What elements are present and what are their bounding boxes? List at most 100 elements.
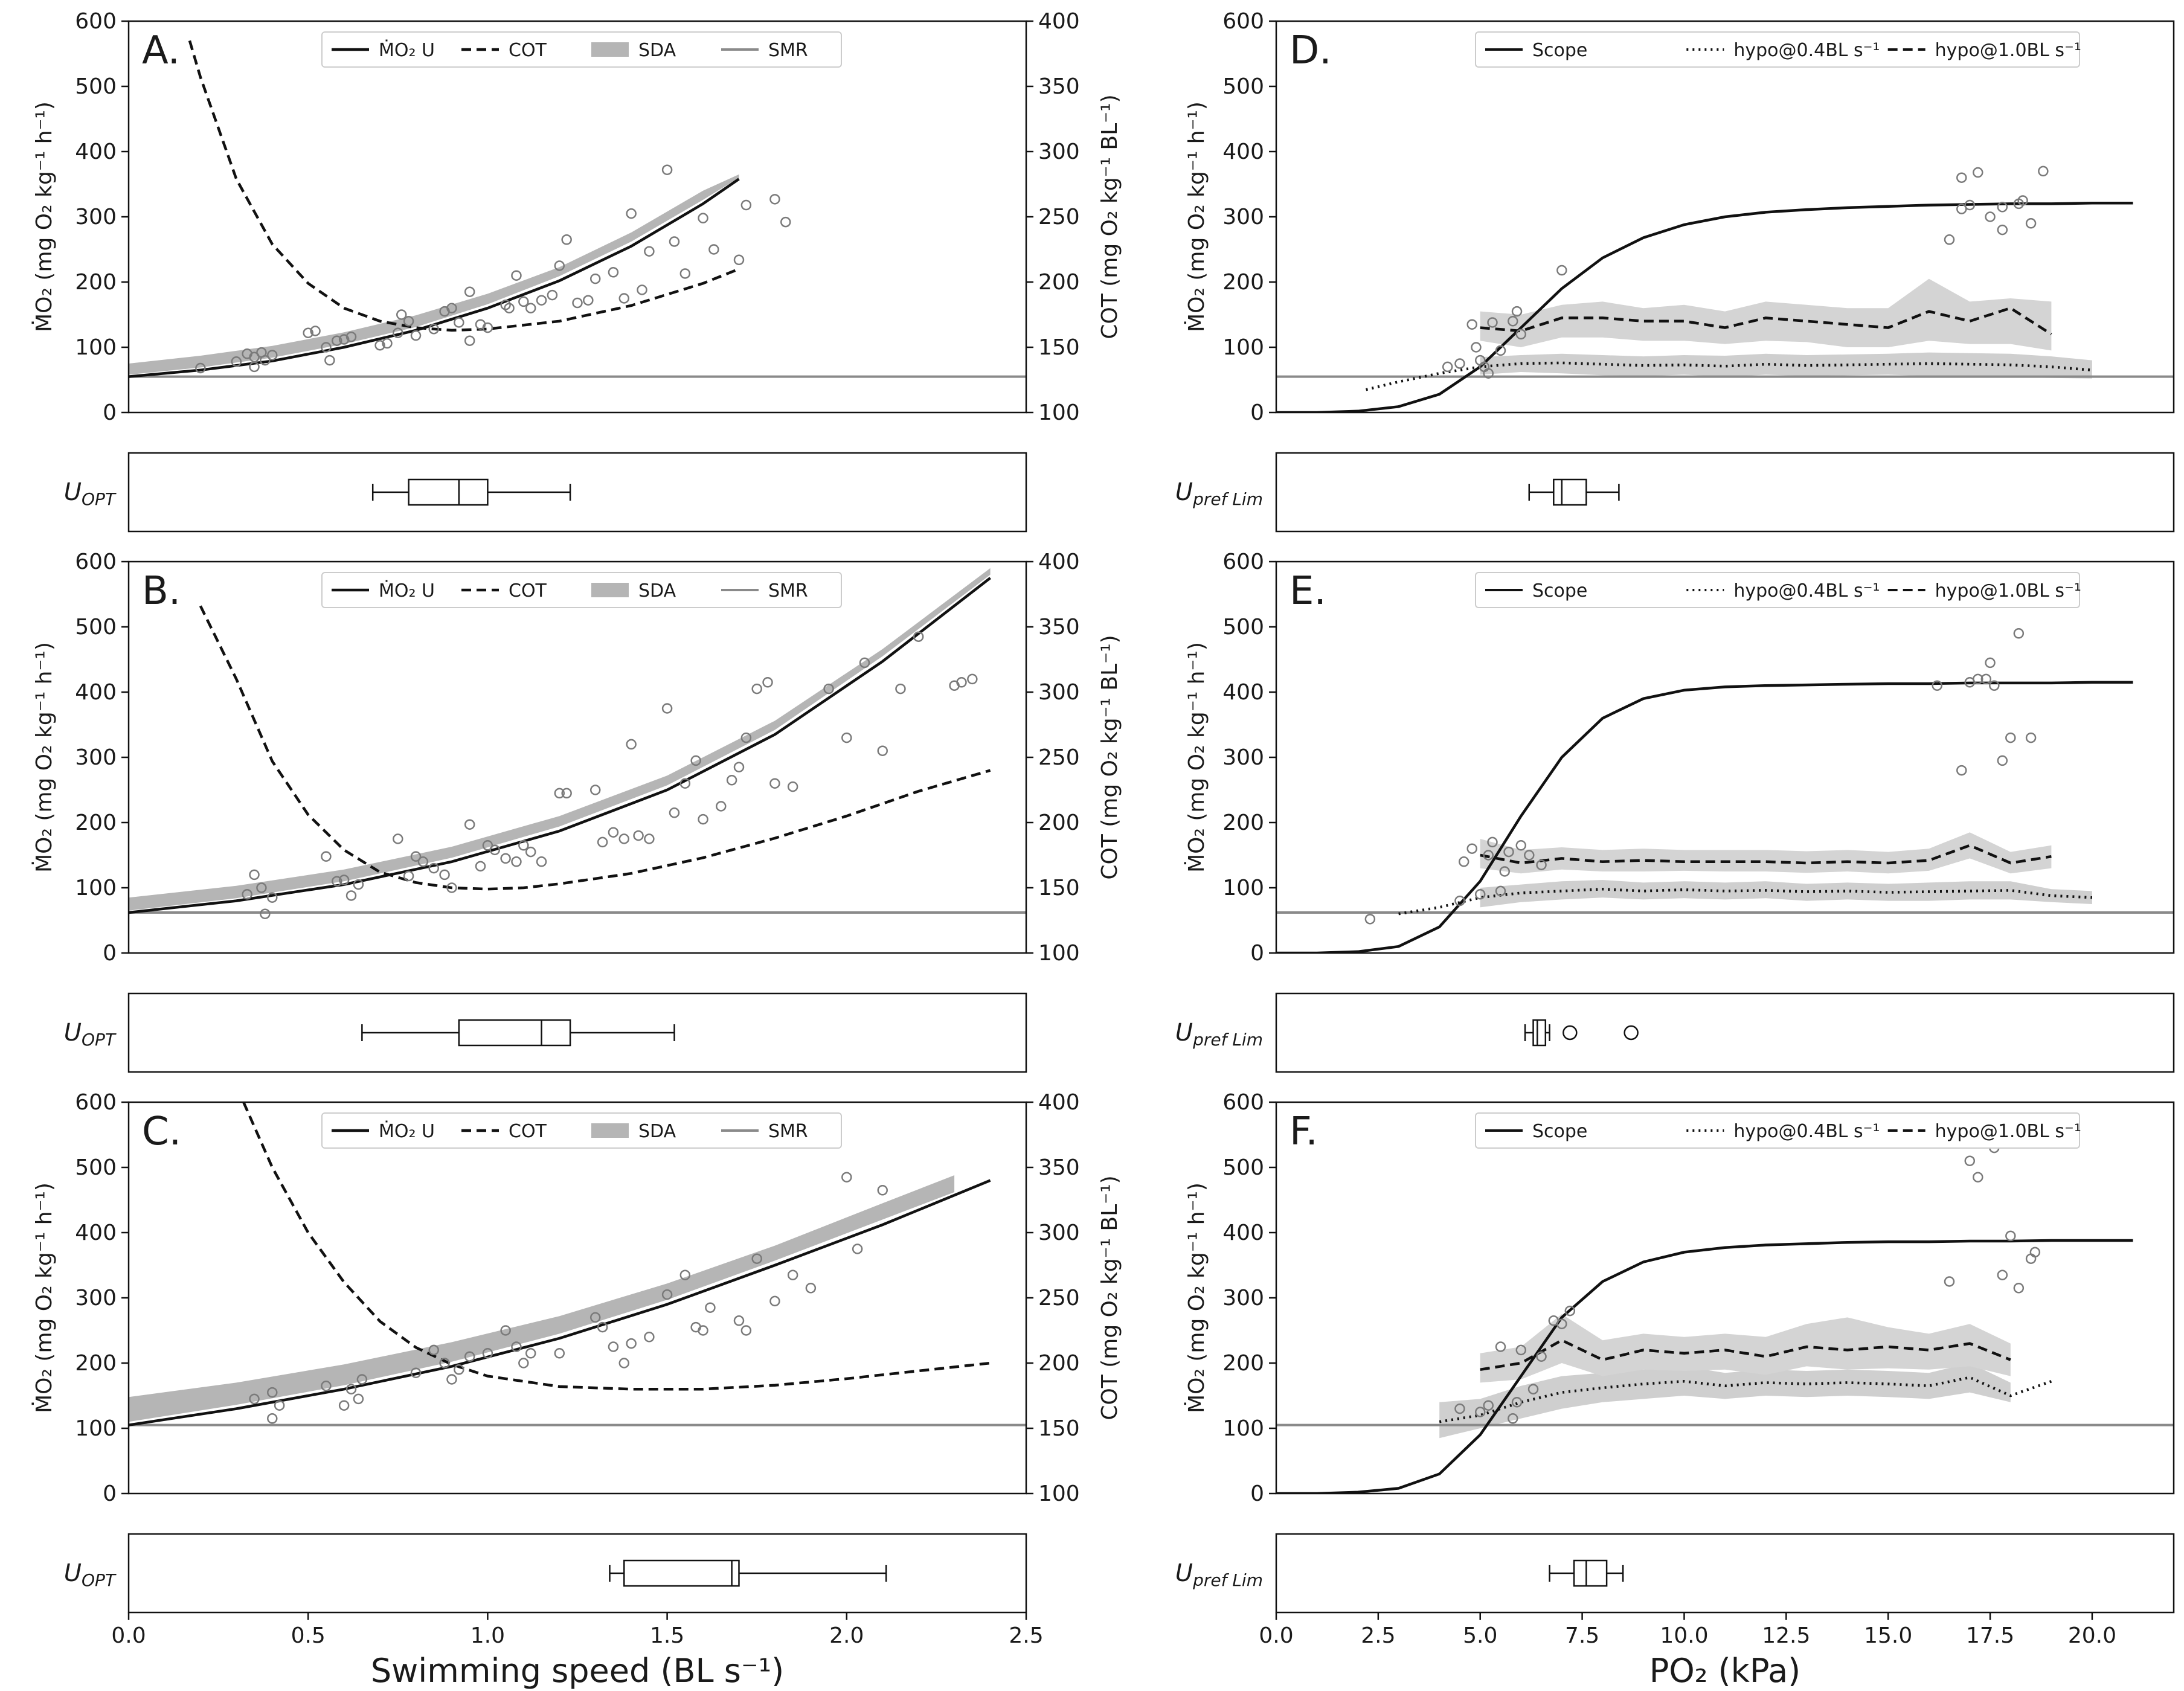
data-point [536, 295, 547, 306]
legend-swatch [591, 42, 629, 57]
data-point [1474, 1407, 1486, 1417]
hypo04-band [1439, 1363, 2011, 1439]
data-point [1487, 836, 1498, 848]
boxplot-label-sub: pref Lim [1192, 1030, 1263, 1050]
data-point [859, 657, 870, 669]
data-point [338, 334, 350, 345]
legend-box [321, 1112, 842, 1149]
data-point [2025, 218, 2037, 229]
data-point [464, 335, 475, 346]
data-point [1985, 211, 1996, 222]
data-point [356, 1374, 368, 1385]
data-point [382, 338, 393, 349]
y-tick-label: 600 [75, 550, 117, 574]
data-point [787, 1269, 798, 1280]
x-tick-label: 17.5 [1966, 1623, 2014, 1648]
data-point [1495, 345, 1506, 356]
axes-frame [127, 560, 1027, 954]
data-point [2005, 1230, 2016, 1242]
data-point [1364, 914, 1376, 925]
data-point [446, 1374, 457, 1385]
data-point [841, 1172, 852, 1182]
data-point [967, 673, 978, 685]
data-point [679, 268, 691, 279]
hypo04-line [1439, 1376, 2052, 1423]
boxplot-frame [1275, 452, 2175, 533]
boxplot-label-main: U [64, 478, 82, 506]
data-point [2029, 1247, 2041, 1258]
data-point [690, 755, 701, 766]
data-point [1973, 1172, 1983, 1182]
data-point [1944, 234, 1955, 245]
data-point [661, 164, 673, 175]
data-point [464, 819, 475, 830]
legend-label: COT [509, 580, 547, 602]
data-point [1483, 1400, 1494, 1411]
data-point [780, 216, 791, 228]
boxplot-label: UOPT [64, 1559, 117, 1590]
legend-label: SDA [638, 580, 676, 602]
data-point [2038, 165, 2049, 177]
data-point [1454, 895, 1465, 906]
data-point [260, 908, 271, 919]
data-point [518, 840, 529, 851]
y-tick-label: 200 [75, 810, 117, 835]
boxplot-label: Upref Lim [1175, 1019, 1263, 1050]
data-point [321, 851, 332, 862]
boxplot-label-sub: OPT [82, 1030, 117, 1050]
y-tick-label: 500 [75, 615, 117, 640]
axes-frame [1275, 1101, 2175, 1495]
boxplot-strip: UOPT [64, 452, 1027, 533]
data-point [589, 1312, 601, 1323]
data-point [1515, 1344, 1527, 1356]
data-point [482, 322, 493, 333]
data-point [525, 1348, 536, 1359]
boxplot-label-main: U [1175, 1559, 1193, 1587]
data-point [547, 289, 558, 301]
legend-box [1475, 1112, 2080, 1149]
data-point [561, 788, 572, 799]
y-tick-label: 300 [75, 745, 117, 770]
y2-tick-label: 100 [1038, 1481, 1080, 1506]
boxplot-label: Upref Lim [1175, 478, 1263, 509]
data-point [321, 342, 332, 353]
y-tick-label: 300 [1222, 745, 1264, 770]
cot-curve [199, 605, 991, 891]
data-point [489, 844, 501, 856]
hypo04-line [1398, 887, 2093, 916]
data-point [733, 254, 745, 266]
data-point [841, 732, 852, 743]
data-point [698, 813, 708, 825]
y-tick-label: 200 [1222, 270, 1264, 295]
plot-area [129, 568, 1026, 919]
data-point [464, 286, 475, 297]
data-point [231, 356, 242, 367]
legend-label: ṀO₂ U [379, 580, 435, 602]
data-point [726, 775, 737, 786]
panel-e: 0 100 200 300 400 500 600 ṀO₂ (mg O₂ kg⁻¹ h⁻¹) E… [1175, 550, 2175, 1073]
data-point [608, 1341, 619, 1352]
data-point [267, 1413, 278, 1424]
y2-tick-label: 100 [1038, 400, 1080, 425]
scope-curve [1276, 202, 2133, 412]
data-point [561, 234, 572, 245]
data-point [446, 303, 457, 313]
data-point [618, 1358, 630, 1369]
y-tick-label: 300 [75, 205, 117, 229]
data-point [1973, 167, 1983, 178]
data-point [823, 683, 834, 695]
boxplot-frame [127, 992, 1027, 1073]
data-point [403, 316, 414, 327]
legend-label: hypo@0.4BL s⁻¹ [1733, 580, 1880, 602]
legend-box [321, 31, 842, 68]
legend: Scope hypo@0.4BL s⁻¹ hypo@1.0BL s⁻¹ [1475, 31, 2081, 68]
data-point [1466, 319, 1477, 330]
data-point [1511, 1397, 1523, 1408]
data-point [303, 327, 313, 338]
y-tick-label: 100 [75, 335, 117, 360]
data-point [267, 1387, 278, 1398]
y2-axis-label: COT (mg O₂ kg⁻¹ BL⁻¹) [1097, 94, 1122, 339]
box-outlier [1563, 1025, 1578, 1041]
data-point [321, 1381, 332, 1391]
y-tick-label: 0 [1250, 941, 1264, 966]
